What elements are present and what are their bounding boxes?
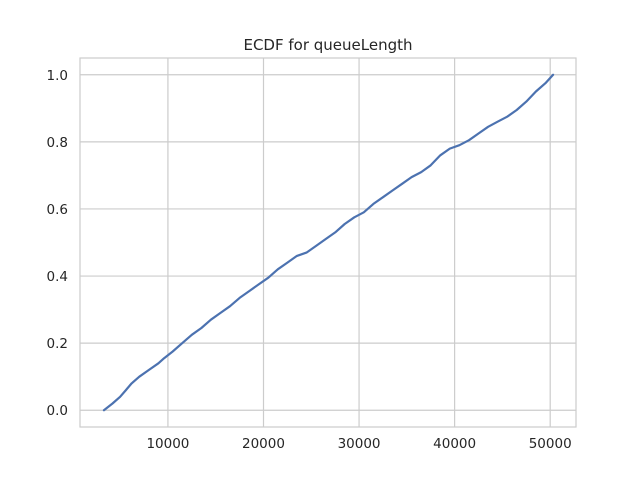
y-tick-label: 0.2 <box>47 336 68 352</box>
x-tick-label: 30000 <box>338 436 381 452</box>
grid <box>80 58 576 427</box>
y-axis-ticks: 0.0 0.2 0.4 0.6 0.8 1.0 <box>47 68 68 419</box>
y-tick-label: 0.8 <box>47 135 68 151</box>
x-axis-ticks: 10000 20000 30000 40000 50000 <box>146 436 571 452</box>
x-tick-label: 40000 <box>433 436 476 452</box>
y-tick-label: 0.4 <box>47 269 68 285</box>
y-tick-label: 1.0 <box>47 68 68 84</box>
y-tick-label: 0.6 <box>47 202 68 218</box>
plot-area-frame <box>79 57 577 428</box>
x-tick-label: 50000 <box>529 436 572 452</box>
chart-title: ECDF for queueLength <box>243 36 412 54</box>
y-tick-label: 0.0 <box>47 403 68 419</box>
ecdf-series-line <box>102 73 555 412</box>
x-tick-label: 20000 <box>242 436 285 452</box>
x-tick-label: 10000 <box>146 436 189 452</box>
series-layer <box>102 73 555 412</box>
